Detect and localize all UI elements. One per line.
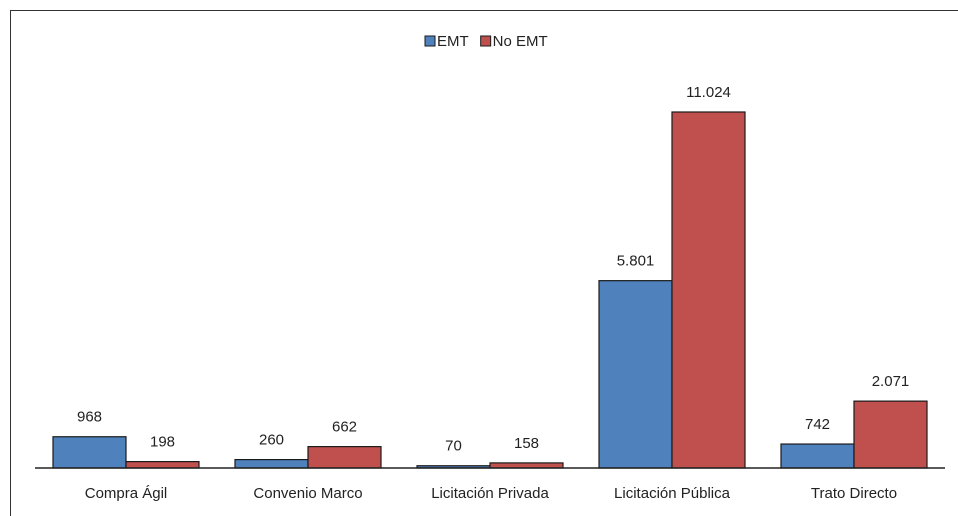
- data-label: 70: [445, 438, 462, 455]
- data-label: 662: [332, 419, 357, 436]
- data-label: 2.071: [872, 373, 910, 390]
- bar: [52, 436, 127, 469]
- legend-swatch: [424, 35, 436, 47]
- x-tick-label: Trato Directo: [811, 485, 897, 502]
- bar: [853, 400, 928, 469]
- legend-swatch: [480, 35, 492, 47]
- x-tick-label: Licitación Pública: [614, 485, 731, 502]
- legend-label: No EMT: [493, 33, 548, 50]
- bar: [307, 446, 382, 469]
- data-label: 11.024: [686, 84, 731, 101]
- chart-frame: [10, 10, 958, 516]
- bar: [671, 111, 746, 469]
- data-label: 5.801: [617, 253, 655, 270]
- bar: [125, 461, 200, 469]
- data-label: 198: [150, 434, 175, 451]
- data-label: 260: [259, 432, 284, 449]
- x-tick-label: Licitación Privada: [431, 485, 549, 502]
- data-label: 968: [77, 409, 102, 426]
- bar: [780, 443, 855, 469]
- data-label: 158: [514, 435, 539, 452]
- bar: [234, 459, 309, 469]
- bar: [489, 462, 564, 469]
- data-label: 742: [805, 416, 830, 433]
- x-tick-label: Convenio Marco: [253, 485, 362, 502]
- x-tick-label: Compra Ágil: [85, 485, 168, 502]
- legend-label: EMT: [437, 33, 469, 50]
- bar: [598, 280, 673, 469]
